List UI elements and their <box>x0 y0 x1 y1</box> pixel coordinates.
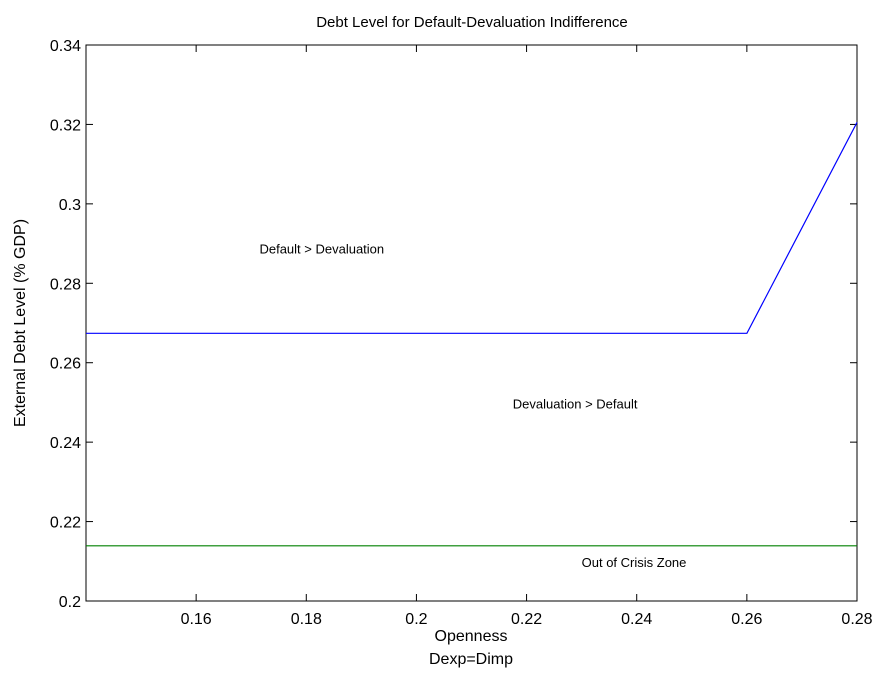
annotations: Default > Devaluation Devaluation > Defau… <box>259 242 686 571</box>
annotation-label: Default > Devaluation <box>259 242 384 257</box>
annotation-label: Out of Crisis Zone <box>582 555 687 570</box>
plot-frame <box>85 44 858 602</box>
x-tick-label: 0.26 <box>731 611 762 628</box>
series-layer <box>86 122 858 547</box>
x-axis-label: Openness <box>435 628 508 645</box>
series-line-1 <box>86 122 858 334</box>
x-tick-label: 0.18 <box>291 611 322 628</box>
annotation-label: Devaluation > Default <box>513 396 638 411</box>
y-tick-label: 0.34 <box>50 38 81 55</box>
x-tick-label: 0.2 <box>405 611 427 628</box>
x-axis-ticks: 0.16 0.18 0.2 0.22 0.24 0.26 0.28 <box>181 45 873 628</box>
x-axis-sublabel: Dexp=Dimp <box>429 651 513 668</box>
y-axis-label: External Debt Level (% GDP) <box>12 219 29 427</box>
chart-title: Debt Level for Default-Devaluation Indif… <box>316 14 628 31</box>
y-tick-label: 0.32 <box>50 117 81 134</box>
x-tick-label: 0.16 <box>181 611 212 628</box>
y-axis-ticks: 0.2 0.22 0.24 0.26 0.28 0.3 0.32 0.34 <box>50 38 857 611</box>
x-tick-label: 0.24 <box>621 611 652 628</box>
x-tick-label: 0.22 <box>511 611 542 628</box>
y-tick-label: 0.2 <box>59 594 81 611</box>
y-tick-label: 0.22 <box>50 515 81 532</box>
y-tick-label: 0.26 <box>50 356 81 373</box>
x-tick-label: 0.28 <box>841 611 872 628</box>
y-tick-label: 0.24 <box>50 435 81 452</box>
y-tick-label: 0.3 <box>59 197 81 214</box>
y-tick-label: 0.28 <box>50 276 81 293</box>
